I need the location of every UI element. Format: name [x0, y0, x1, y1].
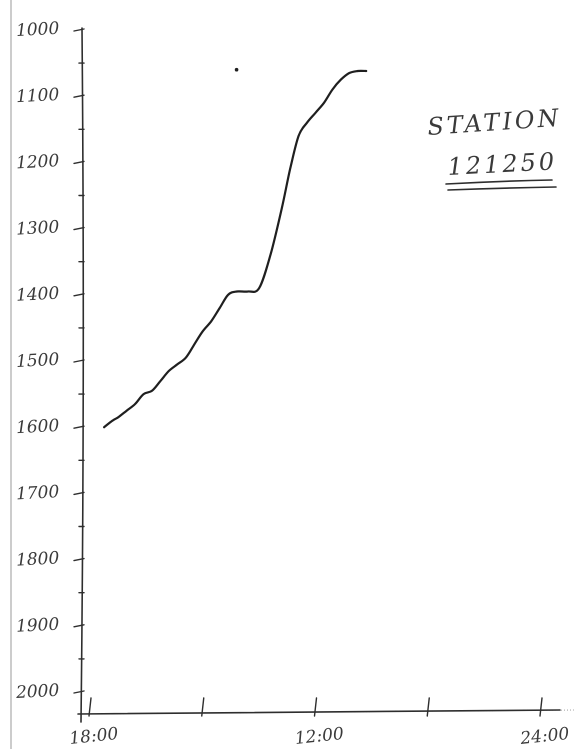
- y-tick-label: 2000: [15, 681, 60, 703]
- y-tick-label: 1800: [16, 548, 60, 570]
- y-tick-label: 1400: [16, 284, 60, 306]
- stray-point: [235, 68, 239, 72]
- x-axis-line: [78, 710, 560, 714]
- y-tick-label: 1000: [16, 19, 60, 41]
- station-label: STATION: [426, 104, 562, 141]
- y-tick-label: 1700: [16, 482, 60, 504]
- y-axis: 1000 1100 1200 1300 1400 1500 1600 1700 1800 1900…: [15, 19, 84, 722]
- x-tick-label: 24:00: [518, 724, 570, 749]
- y-tick-label: 1900: [16, 615, 60, 637]
- y-tick-label: 1300: [16, 217, 60, 239]
- station-underline-1: [446, 180, 552, 184]
- y-tick-label: 1500: [16, 350, 60, 372]
- x-tick: [427, 698, 429, 716]
- y-tick: [74, 691, 84, 693]
- x-tick-label: 18:00: [68, 724, 119, 749]
- data-series: [104, 68, 367, 428]
- x-tick: [315, 698, 317, 716]
- x-tick-label: 12:00: [294, 724, 345, 749]
- station-number: 121250: [447, 147, 558, 181]
- y-tick-label: 1600: [16, 416, 60, 438]
- series-line: [104, 71, 366, 427]
- station-underline-2: [448, 187, 556, 190]
- y-axis-line: [81, 28, 83, 722]
- y-tick-label: 1200: [16, 151, 60, 173]
- y-tick-label: 1100: [16, 85, 60, 107]
- x-axis: 18:00 12:00 24:00: [68, 698, 570, 749]
- station-annotation: STATION 121250: [426, 104, 562, 190]
- x-tick: [540, 698, 542, 716]
